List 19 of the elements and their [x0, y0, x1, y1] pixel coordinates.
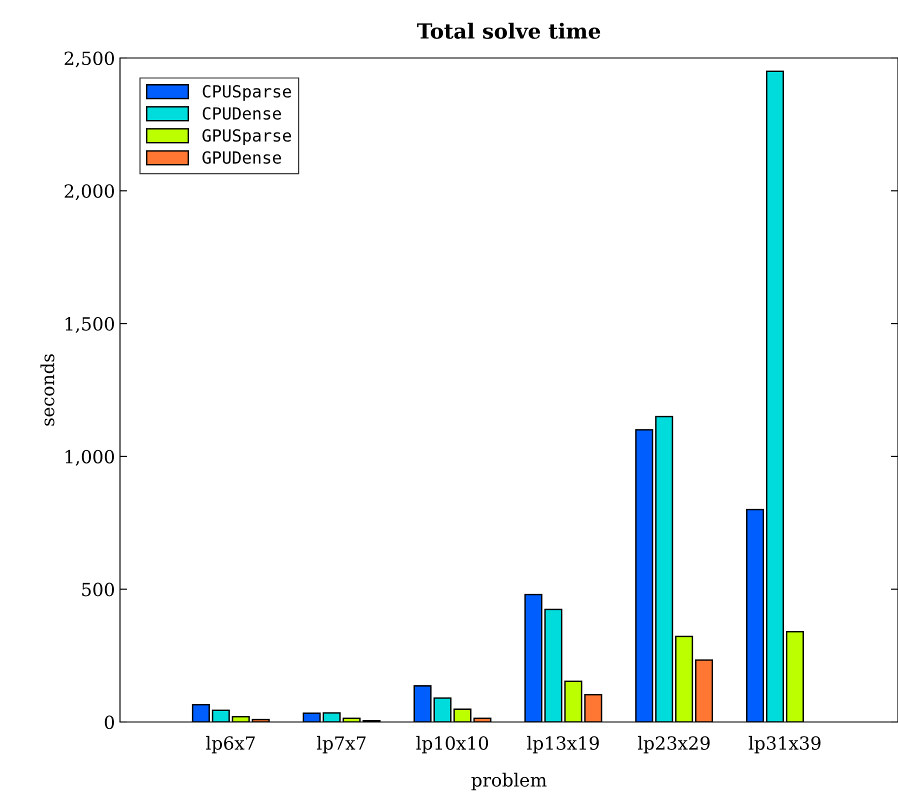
y-axis-title: seconds [40, 354, 54, 426]
legend-label: GPUSparse [202, 129, 291, 145]
y-tick-label: 2,000 [64, 184, 114, 200]
x-tick-label: lp7x7 [316, 736, 366, 754]
y-tick-label: 0 [104, 715, 114, 730]
y-tick-label: 500 [82, 582, 114, 596]
x-tick-label: lp31x39 [748, 736, 820, 754]
legend-label: CPUSparse [202, 85, 291, 101]
y-tick-label: 1,000 [66, 450, 114, 466]
x-tick-label: lp6x7 [206, 736, 255, 754]
y-tick-label: 2,500 [64, 51, 114, 68]
x-tick-label: lp13x19 [527, 736, 599, 754]
x-tick-label: lp10x10 [416, 736, 488, 754]
y-tick-label: 1,500 [66, 317, 114, 333]
x-tick-label: lp23x29 [638, 736, 710, 754]
legend-label: GPUDense [202, 151, 281, 164]
legend-label: CPUDense [202, 107, 281, 120]
x-axis-title: problem [471, 772, 547, 790]
chart-title: Total solve time [417, 22, 600, 39]
